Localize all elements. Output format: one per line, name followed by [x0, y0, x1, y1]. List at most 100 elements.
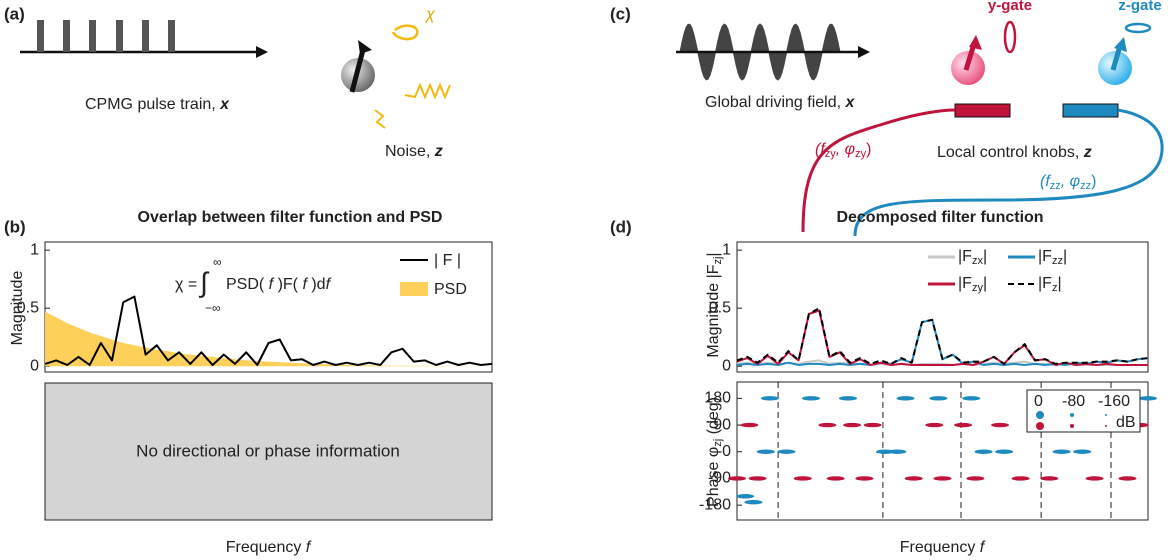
plot-frame — [737, 242, 1148, 372]
legend-sub: zx — [972, 255, 984, 267]
point — [1086, 476, 1104, 480]
diagram-c: Global driving field, x y-gate z-gate Lo… — [676, 0, 1162, 236]
y-tick-label: 90 — [713, 416, 731, 433]
info-text: No directional or phase information — [136, 441, 400, 460]
legend-entry: PSD — [434, 281, 467, 298]
panel-label: (b) — [4, 217, 26, 236]
x-axis-label: Frequency f — [226, 539, 312, 556]
point — [839, 396, 857, 400]
caption-text: Global driving field, — [705, 94, 846, 111]
legend-text: |F — [1038, 275, 1052, 292]
caption: Local control knobs, z — [937, 144, 1092, 161]
label-symbol: f — [306, 539, 312, 556]
point — [1139, 396, 1157, 400]
legend-text: | — [1063, 248, 1067, 265]
caption-symbol: z — [1083, 144, 1092, 161]
y-tick-label: 0.5 — [17, 299, 39, 316]
knob-text: , φ — [836, 141, 855, 158]
formula: )F( — [273, 276, 302, 293]
annotation: χ =∫∞−∞PSD( f )F( f )df — [175, 255, 332, 315]
caption-text: CPMG pulse train, — [85, 96, 220, 113]
label-text: | — [705, 252, 722, 256]
chi-label: χ — [424, 6, 435, 23]
chart-title: Overlap between filter function and PSD — [138, 209, 443, 226]
legend-entry: |Fzx| — [958, 248, 987, 267]
panel-label: (d) — [610, 217, 632, 236]
y-tick-label: 0.5 — [709, 299, 731, 316]
knob-text: ) — [1091, 173, 1096, 190]
gate-label: y-gate — [988, 0, 1032, 14]
point — [962, 396, 980, 400]
formula: ∞ — [213, 255, 222, 269]
chart-title: Decomposed filter function — [836, 209, 1043, 226]
point — [728, 476, 746, 480]
point — [1053, 450, 1071, 454]
y-tick-label: -90 — [708, 470, 731, 487]
point — [843, 423, 861, 427]
caption-text: Local control knobs, — [937, 144, 1084, 161]
point — [929, 396, 947, 400]
label-text: Frequency — [226, 539, 306, 556]
caption: CPMG pulse train, x — [85, 96, 230, 113]
formula: PSD( — [226, 276, 269, 293]
point — [757, 450, 775, 454]
point — [1118, 476, 1136, 480]
legend-text: |F — [1038, 248, 1052, 265]
point — [905, 476, 923, 480]
point — [897, 396, 915, 400]
point — [1073, 450, 1091, 454]
point — [777, 450, 795, 454]
point — [966, 476, 984, 480]
knob-sub: zy — [855, 148, 867, 160]
caption-symbol: x — [219, 96, 230, 113]
legend-text: | — [1057, 275, 1061, 292]
point — [864, 423, 882, 427]
legend-text: |F — [958, 275, 972, 292]
point — [995, 450, 1013, 454]
formula: f — [326, 276, 332, 293]
point — [818, 423, 836, 427]
legend-entry: -80 — [1062, 393, 1085, 410]
caption-symbol: x — [845, 94, 856, 111]
point — [991, 423, 1009, 427]
caption: Global driving field, x — [705, 94, 856, 111]
legend-text: |F — [958, 248, 972, 265]
gate-label: z-gate — [1118, 0, 1161, 14]
point — [736, 494, 754, 498]
panel-label: (a) — [4, 4, 25, 23]
formula: )d — [307, 276, 326, 293]
label-text: Frequency — [900, 539, 980, 556]
figure: (a) (b) (c) (d) χ CPMG pulse train, x No… — [0, 0, 1171, 560]
point — [954, 423, 972, 427]
point — [975, 450, 993, 454]
y-tick-label: 180 — [704, 390, 731, 407]
x-axis-label: Frequency f — [900, 539, 986, 556]
point — [744, 500, 762, 504]
knob-text: , φ — [1061, 173, 1080, 190]
y-axis-label: Phase φzj (deg) — [705, 397, 724, 507]
point — [761, 396, 779, 400]
legend-entry: 0 — [1034, 393, 1043, 410]
y-tick-label: 1 — [722, 241, 731, 258]
legend-entry: |Fz| — [1038, 275, 1062, 294]
legend-entry: |Fzz| — [1038, 248, 1067, 267]
legend-text: | — [983, 248, 987, 265]
point — [740, 423, 758, 427]
legend-entry: |Fzy| — [958, 275, 987, 294]
panel-label: (c) — [610, 4, 631, 23]
legend-entry: | F | — [434, 252, 461, 269]
point — [1012, 476, 1030, 480]
y-tick-label: 0 — [30, 357, 39, 374]
y-tick-label: -180 — [699, 496, 731, 513]
formula: ∫ — [198, 267, 210, 298]
legend-text: | — [983, 275, 987, 292]
legend-entry: dB — [1116, 414, 1136, 431]
legend-swatch — [400, 282, 428, 296]
label-symbol: f — [980, 539, 986, 556]
line — [737, 308, 1148, 364]
y-tick-label: 1 — [30, 241, 39, 258]
knob-sub: zz — [1050, 180, 1061, 192]
formula: χ = — [175, 276, 197, 293]
y-tick-label: 0 — [722, 357, 731, 374]
point — [827, 476, 845, 480]
